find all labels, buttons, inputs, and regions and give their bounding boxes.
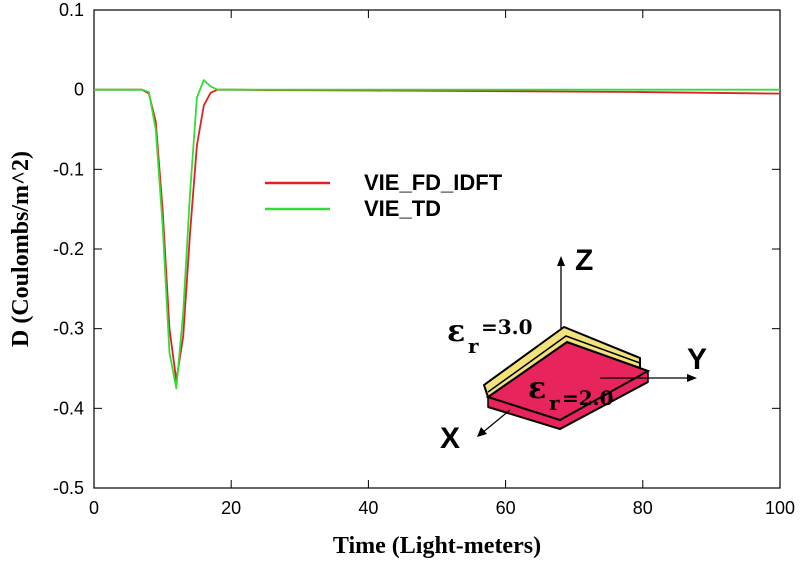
inset-x-label: X [440,422,460,455]
x-tick-label: 0 [89,498,99,518]
y-tick-label: -0.4 [53,398,84,418]
inset-eps-top-symbol: ε [447,314,465,349]
inset-eps-top-sub: r [468,334,479,358]
y-axis-ticks: 0.1 0 -0.1 -0.2 -0.3 -0.4 -0.5 [53,0,780,498]
inset-z-label: Z [575,244,593,277]
inset-eps-bottom-value: =2.0 [562,386,614,410]
y-tick-label: -0.1 [53,159,84,179]
inset-slab-diagram: Z Y X ε r =3.0 ε r =2.0 [440,244,707,455]
x-tick-label: 80 [633,498,653,518]
x-tick-label: 40 [358,498,378,518]
inset-z-arrowhead [557,256,565,266]
y-tick-label: 0.1 [59,0,84,20]
series-line-vie-td [94,79,780,390]
x-axis-ticks: 0 20 40 60 80 100 [89,10,795,518]
inset-x-arrowhead [477,427,487,437]
inset-eps-top-value: =3.0 [481,315,533,339]
inset-y-arrowhead [687,374,697,382]
y-tick-label: -0.2 [53,239,84,259]
inset-eps-bottom-symbol: ε [528,371,546,406]
legend: VIE_FD_IDFT VIE_TD [265,170,503,221]
inset-x-axis [481,409,511,434]
x-tick-label: 100 [765,498,795,518]
y-tick-label: -0.5 [53,478,84,498]
inset-top-slab [482,325,641,399]
y-tick-label: -0.3 [53,319,84,339]
x-axis-label: Time (Light-meters) [333,533,541,559]
inset-top-slab-stripe [487,335,641,393]
x-tick-label: 20 [221,498,241,518]
x-tick-label: 60 [496,498,516,518]
legend-label-vie-fd-idft: VIE_FD_IDFT [364,170,503,195]
inset-y-label: Y [687,343,707,376]
inset-eps-bottom-sub: r [549,391,560,415]
legend-label-vie-td: VIE_TD [364,196,441,221]
series-group [94,79,780,390]
inset-bottom-slab-edge [487,381,649,431]
plot-area [93,9,781,489]
y-tick-label: 0 [74,80,84,100]
y-axis-label: D (Coulombs/m^2) [8,151,34,347]
